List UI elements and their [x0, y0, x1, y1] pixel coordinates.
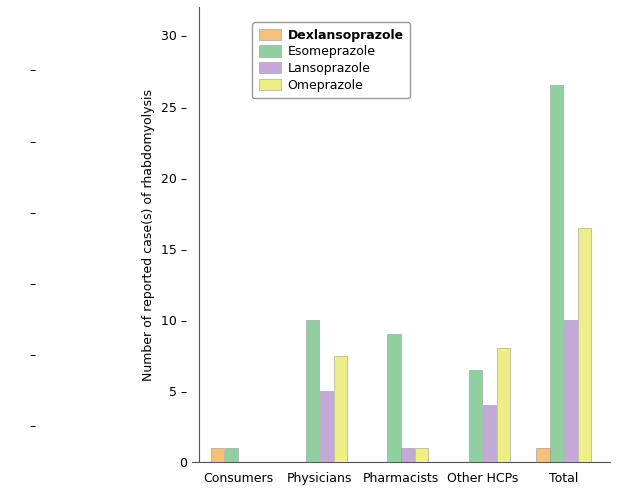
- Text: –: –: [30, 278, 36, 291]
- Bar: [334, 356, 347, 462]
- Legend: Dexlansoprazole, Esomeprazole, Lansoprazole, Omeprazole: Dexlansoprazole, Esomeprazole, Lansopraz…: [252, 22, 410, 98]
- Bar: [564, 320, 577, 462]
- Text: –: –: [30, 207, 36, 220]
- Bar: [469, 370, 482, 462]
- Bar: [211, 448, 224, 462]
- Y-axis label: Number of reported case(s) of rhabdomyolysis: Number of reported case(s) of rhabdomyol…: [143, 89, 155, 381]
- Bar: [497, 348, 510, 462]
- Bar: [578, 227, 591, 462]
- Bar: [401, 448, 415, 462]
- Bar: [537, 448, 550, 462]
- Bar: [387, 334, 400, 462]
- Bar: [415, 448, 428, 462]
- Text: –: –: [30, 136, 36, 149]
- Text: –: –: [30, 420, 36, 433]
- Bar: [225, 448, 238, 462]
- Text: –: –: [30, 349, 36, 362]
- Bar: [482, 405, 496, 462]
- Text: –: –: [30, 64, 36, 77]
- Bar: [320, 391, 333, 462]
- Bar: [550, 85, 563, 462]
- Bar: [306, 320, 319, 462]
